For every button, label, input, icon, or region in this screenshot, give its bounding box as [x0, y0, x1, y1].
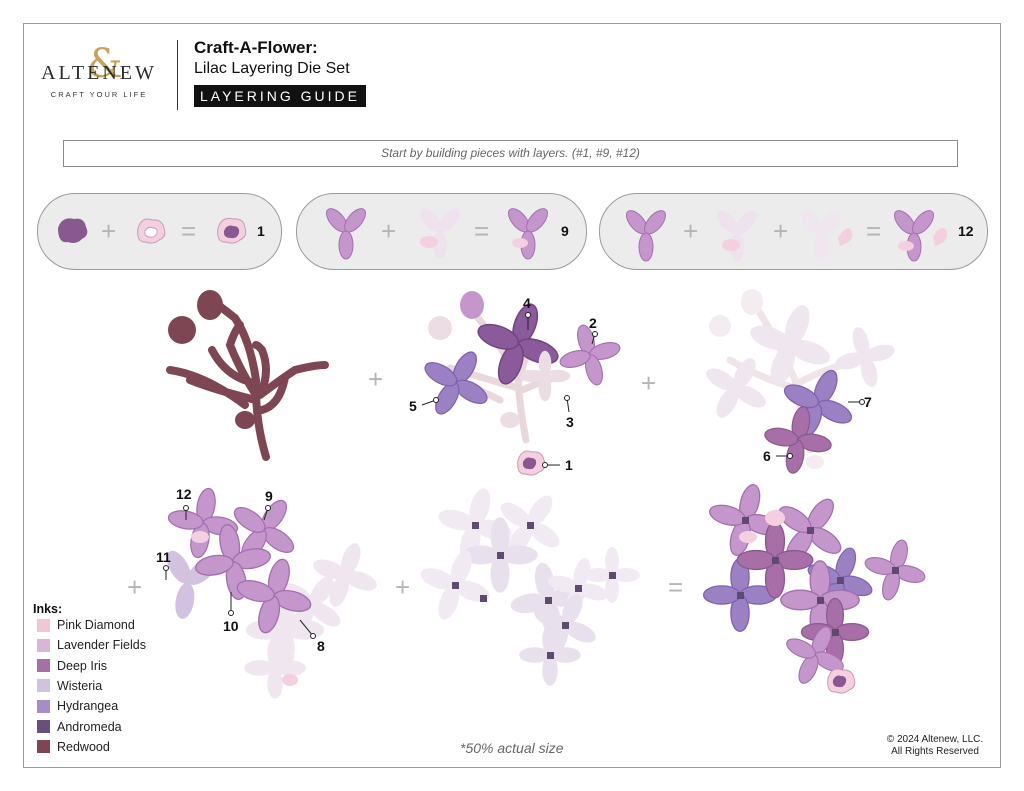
- logo-tagline: CRAFT YOUR LIFE: [50, 90, 148, 99]
- plus-operator: +: [683, 216, 699, 246]
- ink-item: Wisteria: [37, 678, 102, 694]
- ink-swatch: [37, 699, 50, 713]
- ink-name: Redwood: [57, 739, 110, 754]
- row3-middle: [408, 476, 640, 686]
- layering-guide-badge: LAYERING GUIDE: [194, 85, 366, 107]
- logo-ampersand: &: [87, 41, 123, 87]
- instruction-box: Start by building pieces with layers. (#…: [63, 140, 958, 167]
- plus-operator: +: [395, 572, 411, 602]
- step-label-2: 2: [589, 315, 597, 331]
- plus-operator: +: [773, 216, 789, 246]
- ink-swatch: [37, 740, 50, 754]
- page-title: Craft-A-Flower:: [194, 38, 318, 57]
- equals-operator: =: [181, 216, 197, 246]
- ink-swatch: [37, 618, 50, 632]
- equals-operator: =: [668, 572, 684, 602]
- ink-swatch: [37, 679, 50, 693]
- equals-operator: =: [474, 216, 490, 246]
- step-label-12: 12: [176, 486, 192, 502]
- step-label-3: 3: [566, 414, 574, 430]
- copyright-line2: All Rights Reserved: [891, 746, 979, 757]
- ink-swatch: [37, 659, 50, 673]
- leader-lines: [163, 312, 865, 639]
- pill2-art: [322, 204, 552, 260]
- piece-12-number: 12: [958, 223, 974, 239]
- ink-swatch: [37, 720, 50, 733]
- header-divider: [177, 40, 178, 110]
- altenew-logo: & ALTENEW CRAFT YOUR LIFE: [36, 41, 166, 106]
- step-label-5: 5: [409, 398, 417, 414]
- plus-operator: +: [641, 368, 657, 398]
- ink-item: Pink Diamond: [37, 617, 135, 633]
- ink-swatch: [37, 638, 50, 652]
- step-label-8: 8: [317, 638, 325, 654]
- plus-operator: +: [368, 364, 384, 394]
- ink-item: Redwood: [37, 739, 110, 755]
- step-label-10: 10: [223, 618, 239, 634]
- row3-left: [151, 480, 389, 699]
- equals-operator: =: [866, 216, 882, 246]
- ink-name: Lavender Fields: [57, 638, 146, 653]
- step-label-4: 4: [523, 295, 531, 311]
- redwood-buds: [168, 290, 255, 429]
- ink-item: Andromeda: [37, 719, 122, 735]
- step-label-1: 1: [565, 457, 573, 473]
- row3-final: [699, 474, 934, 697]
- ink-name: Hydrangea: [57, 699, 119, 714]
- step-label-6: 6: [763, 448, 771, 464]
- ink-name: Pink Diamond: [57, 618, 135, 632]
- ink-name: Andromeda: [57, 719, 122, 734]
- ink-item: Lavender Fields: [37, 637, 146, 653]
- piece-1-number: 1: [257, 223, 265, 239]
- pill3-art: [622, 206, 948, 262]
- plus-operator: +: [381, 216, 397, 246]
- scale-note: *50% actual size: [460, 740, 564, 756]
- pill1-art: [58, 217, 247, 244]
- step-label-7: 7: [864, 394, 872, 410]
- ink-name: Wisteria: [57, 678, 103, 693]
- copyright: © 2024 Altenew, LLC. All Rights Reserved: [880, 734, 990, 758]
- ink-item: Deep Iris: [37, 658, 107, 674]
- plus-operator: +: [127, 572, 143, 602]
- ink-name: Deep Iris: [57, 658, 108, 673]
- page-subtitle: Lilac Layering Die Set: [194, 60, 350, 77]
- step-label-11: 11: [156, 549, 171, 565]
- copyright-line1: © 2024 Altenew, LLC.: [886, 734, 984, 745]
- logo-wordmark: ALTENEW: [41, 62, 157, 84]
- piece-9-number: 9: [561, 223, 569, 239]
- inks-title: Inks:: [33, 602, 63, 616]
- plus-operator: +: [101, 216, 117, 246]
- ink-item: Hydrangea: [37, 698, 118, 714]
- step-label-9: 9: [265, 488, 273, 504]
